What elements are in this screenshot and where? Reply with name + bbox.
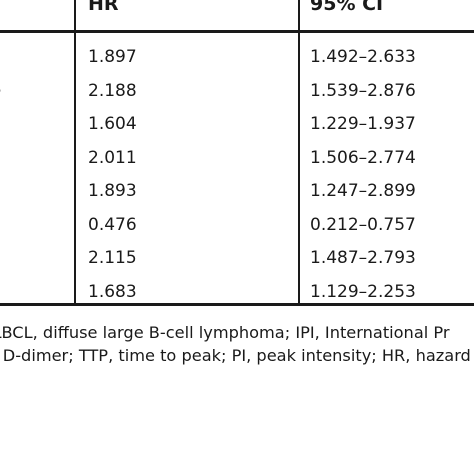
table-cell-hr: 2.115	[88, 248, 137, 268]
table-cell-hr: 2.011	[88, 148, 137, 168]
column-divider-1	[74, 0, 76, 306]
table-cell-ci: 1.129–2.253	[310, 282, 416, 302]
table-cell-hr: 1.893	[88, 181, 137, 201]
table-cell-hr: 2.188	[88, 81, 137, 101]
header-rule	[0, 30, 474, 33]
table-bottom-rule	[0, 303, 474, 306]
column-header-hr: HR	[88, 0, 119, 15]
footnote-line-1: DLBCL, diffuse large B-cell lymphoma; IP…	[0, 323, 450, 342]
table-row-label: ge	[0, 80, 1, 102]
table-cell-ci: 1.487–2.793	[310, 248, 416, 268]
column-divider-2	[298, 0, 300, 306]
table-cell-ci: 1.247–2.899	[310, 181, 416, 201]
column-header-ci: 95% CI	[310, 0, 384, 15]
footnote-line-2: D, D-dimer; TTP, time to peak; PI, peak …	[0, 346, 471, 365]
table-cell-hr: 1.897	[88, 47, 137, 67]
table-cell-ci: 1.492–2.633	[310, 47, 416, 67]
table-cell-ci: 0.212–0.757	[310, 215, 416, 235]
table-cell-ci: 1.229–1.937	[310, 114, 416, 134]
table-cell-hr: 0.476	[88, 215, 137, 235]
table-cell-hr: 1.604	[88, 114, 137, 134]
table-cell-ci: 1.506–2.774	[310, 148, 416, 168]
table-cell-hr: 1.683	[88, 282, 137, 302]
table-cell-ci: 1.539–2.876	[310, 81, 416, 101]
